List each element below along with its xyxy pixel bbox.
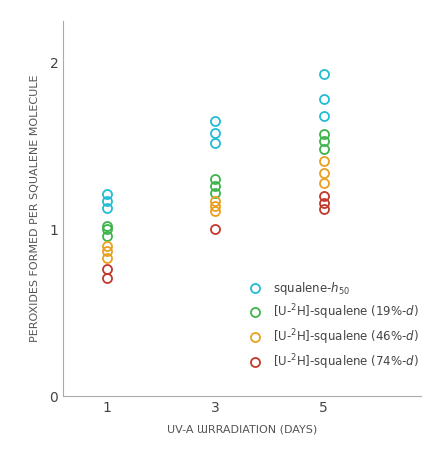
- X-axis label: UV-A ƜRRADIATION (DAYS): UV-A ƜRRADIATION (DAYS): [167, 425, 317, 435]
- Legend: squalene-$h_{50}$, [U-$^{2}$H]-squalene (19%-$d$), [U-$^{2}$H]-squalene (46%-$d$: squalene-$h_{50}$, [U-$^{2}$H]-squalene …: [244, 280, 419, 372]
- Y-axis label: PEROXIDES FORMED PER SQUALENE MOLECULE: PEROXIDES FORMED PER SQUALENE MOLECULE: [30, 75, 40, 342]
